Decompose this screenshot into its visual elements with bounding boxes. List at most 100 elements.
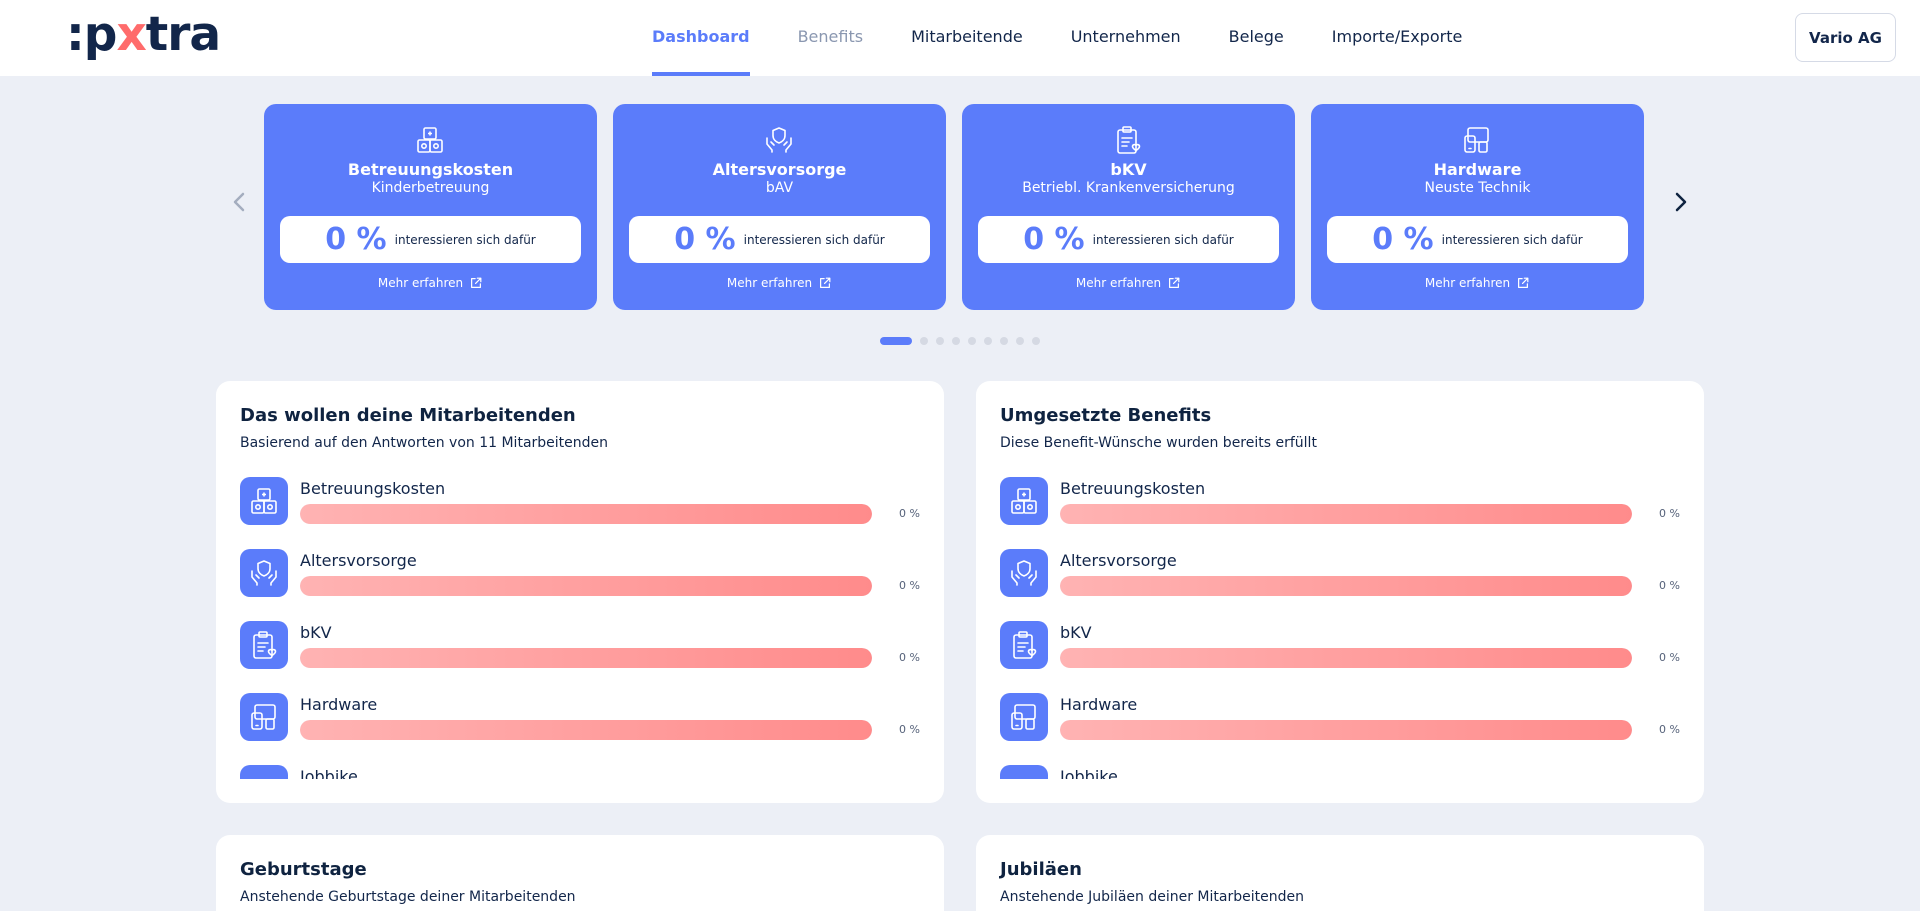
progress-fill	[300, 576, 872, 596]
carousel-prev-arrow-icon[interactable]	[228, 190, 252, 214]
devices-icon	[240, 693, 288, 741]
carousel-dot[interactable]	[920, 337, 928, 345]
devices-icon	[1461, 124, 1493, 156]
hands-shield-icon	[763, 124, 795, 156]
panel-subtitle: Anstehende Jubiläen deiner Mitarbeitende…	[1000, 889, 1304, 905]
benefit-card[interactable]: bKV Betriebl. Krankenversicherung 0 % in…	[962, 104, 1295, 310]
card-more-link[interactable]: Mehr erfahren	[264, 276, 597, 290]
carousel-dot[interactable]	[936, 337, 944, 345]
progress-fill	[1060, 504, 1632, 524]
card-more-link-label: Mehr erfahren	[1424, 276, 1511, 290]
card-stat-label: interessieren sich dafür	[1092, 232, 1234, 247]
progress-fill	[1060, 576, 1632, 596]
panel-title: Das wollen deine Mitarbeitenden	[240, 405, 576, 426]
employee-wishes-panel: Das wollen deine Mitarbeitenden Basieren…	[216, 381, 944, 803]
progress-fill	[300, 504, 872, 524]
hands-shield-icon	[240, 549, 288, 597]
item-label: Betreuungskosten	[1060, 479, 1206, 498]
nav-mitarbeitende[interactable]: Mitarbeitende	[911, 27, 1023, 46]
card-more-link[interactable]: Mehr erfahren	[962, 276, 1295, 290]
item-label: bKV	[1060, 623, 1092, 642]
panel-subtitle: Diese Benefit-Wünsche wurden bereits erf…	[1000, 435, 1317, 451]
nav-importe-exporte[interactable]: Importe/Exporte	[1331, 27, 1463, 46]
card-more-link-label: Mehr erfahren	[1075, 276, 1162, 290]
card-stat-label: interessieren sich dafür	[1441, 232, 1583, 247]
card-stat-label: interessieren sich dafür	[743, 232, 885, 247]
carousel-dot[interactable]	[1016, 337, 1024, 345]
item-label: bKV	[300, 623, 332, 642]
item-value: 0 %	[1659, 507, 1680, 520]
benefit-card[interactable]: Hardware Neuste Technik 0 % interessiere…	[1311, 104, 1644, 310]
benefit-card[interactable]: Altersvorsorge bAV 0 % interessieren sic…	[613, 104, 946, 310]
blocks-icon	[240, 477, 288, 525]
card-subtitle: Betriebl. Krankenversicherung	[1022, 180, 1235, 196]
benefit-card[interactable]: Betreuungskosten Kinderbetreuung 0 % int…	[264, 104, 597, 310]
card-title: bKV	[1110, 160, 1147, 179]
nav-benefits[interactable]: Benefits	[797, 27, 864, 46]
progress-bar	[300, 648, 872, 668]
card-interest-stat: 0 % interessieren sich dafür	[629, 216, 930, 263]
item-label: Hardware	[1060, 695, 1138, 714]
card-interest-stat: 0 % interessieren sich dafür	[280, 216, 581, 263]
carousel-next-arrow-icon[interactable]	[1668, 190, 1692, 214]
card-percent: 0 %	[674, 222, 736, 257]
pxtra-logo[interactable]: :pxtra	[66, 7, 221, 62]
list-item: Jobbike	[1000, 765, 1680, 779]
item-label: Betreuungskosten	[300, 479, 446, 498]
progress-bar	[1060, 648, 1632, 668]
external-link-icon	[1169, 277, 1180, 288]
list-item: Betreuungskosten 0 %	[240, 477, 920, 549]
birthdays-panel: Geburtstage Anstehende Geburtstage deine…	[216, 835, 944, 911]
carousel-dot[interactable]	[880, 337, 912, 345]
company-switcher-button[interactable]: Vario AG	[1795, 13, 1896, 62]
progress-fill	[300, 648, 872, 668]
carousel-dot[interactable]	[968, 337, 976, 345]
progress-fill	[1060, 648, 1632, 668]
list-item: bKV 0 %	[1000, 621, 1680, 693]
card-more-link-label: Mehr erfahren	[377, 276, 464, 290]
implemented-benefits-panel: Umgesetzte Benefits Diese Benefit-Wünsch…	[976, 381, 1704, 803]
logo-x: x	[116, 7, 146, 62]
anniversaries-panel: Jubiläen Anstehende Jubiläen deiner Mita…	[976, 835, 1704, 911]
list-item: Jobbike	[240, 765, 920, 779]
hands-shield-icon	[1000, 549, 1048, 597]
carousel-dot[interactable]	[1032, 337, 1040, 345]
carousel-pagination	[880, 337, 1048, 345]
card-more-link[interactable]: Mehr erfahren	[1311, 276, 1644, 290]
progress-fill	[300, 720, 872, 740]
list-item: Betreuungskosten 0 %	[1000, 477, 1680, 549]
logo-suffix: tra	[145, 7, 221, 62]
card-title: Betreuungskosten	[347, 160, 514, 179]
main-nav: Dashboard Benefits Mitarbeitende Unterne…	[652, 0, 1510, 76]
card-more-link[interactable]: Mehr erfahren	[613, 276, 946, 290]
progress-bar	[1060, 504, 1632, 524]
item-value: 0 %	[899, 723, 920, 736]
nav-dashboard[interactable]: Dashboard	[652, 0, 750, 76]
item-label: Altersvorsorge	[1060, 551, 1177, 570]
card-more-link-label: Mehr erfahren	[726, 276, 813, 290]
implemented-benefit-list[interactable]: Betreuungskosten 0 % Altersvorsorge 0 % …	[1000, 477, 1680, 779]
progress-fill	[1060, 720, 1632, 740]
item-label: Jobbike	[300, 767, 358, 779]
item-value: 0 %	[899, 651, 920, 664]
carousel-dot[interactable]	[1000, 337, 1008, 345]
carousel-dot[interactable]	[952, 337, 960, 345]
external-link-icon	[820, 277, 831, 288]
nav-belege[interactable]: Belege	[1228, 27, 1284, 46]
progress-bar	[1060, 576, 1632, 596]
list-item: Altersvorsorge 0 %	[1000, 549, 1680, 621]
clipboard-heart-icon	[1112, 124, 1144, 156]
item-label: Altersvorsorge	[300, 551, 417, 570]
blocks-icon	[1000, 477, 1048, 525]
item-value: 0 %	[899, 579, 920, 592]
progress-bar	[300, 504, 872, 524]
carousel-dot[interactable]	[984, 337, 992, 345]
clipboard-heart-icon	[240, 621, 288, 669]
card-title: Altersvorsorge	[712, 160, 847, 179]
benefit-wish-list[interactable]: Betreuungskosten 0 % Altersvorsorge 0 % …	[240, 477, 920, 779]
card-percent: 0 %	[1372, 222, 1434, 257]
panel-title: Umgesetzte Benefits	[1000, 405, 1212, 426]
nav-unternehmen[interactable]: Unternehmen	[1070, 27, 1181, 46]
devices-icon	[1000, 693, 1048, 741]
blocks-icon	[414, 124, 446, 156]
